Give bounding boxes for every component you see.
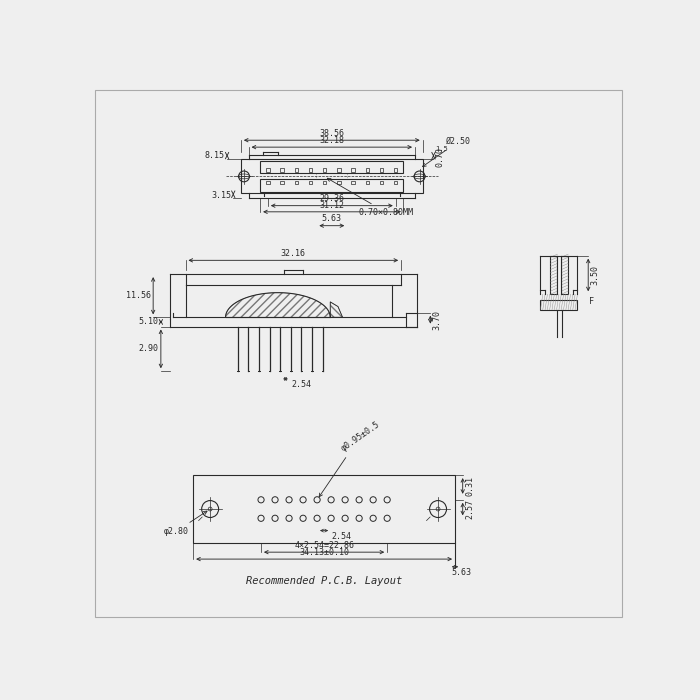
Bar xyxy=(309,168,312,172)
Bar xyxy=(550,256,557,294)
Text: 0.70: 0.70 xyxy=(435,147,444,167)
Bar xyxy=(295,181,298,185)
Bar xyxy=(266,168,270,172)
Bar xyxy=(260,161,403,174)
Bar xyxy=(241,160,423,193)
Text: φ0.95±0.5: φ0.95±0.5 xyxy=(319,419,382,497)
Text: 31.12: 31.12 xyxy=(319,200,344,209)
Text: 0.31: 0.31 xyxy=(465,476,474,496)
Text: F: F xyxy=(589,297,594,305)
Bar xyxy=(323,181,326,185)
Text: 3.70: 3.70 xyxy=(433,309,442,330)
Bar xyxy=(365,168,369,172)
Text: 2.57: 2.57 xyxy=(465,499,474,519)
Text: φ2.80: φ2.80 xyxy=(164,511,207,536)
Text: 3.15: 3.15 xyxy=(211,191,231,200)
Text: 34.13±0.10: 34.13±0.10 xyxy=(299,548,349,556)
Text: 11.56: 11.56 xyxy=(126,291,151,300)
Text: Recommended P.C.B. Layout: Recommended P.C.B. Layout xyxy=(246,576,402,586)
Bar xyxy=(365,181,369,185)
Bar xyxy=(337,168,341,172)
Bar xyxy=(351,181,355,185)
Text: 32.16: 32.16 xyxy=(281,249,306,258)
Bar xyxy=(557,256,561,294)
Text: 4×2.54=22.86: 4×2.54=22.86 xyxy=(294,541,354,550)
Bar xyxy=(561,256,568,294)
Bar xyxy=(193,475,455,543)
Bar xyxy=(380,181,383,185)
Bar xyxy=(394,168,398,172)
Bar xyxy=(323,168,326,172)
Text: 8.15: 8.15 xyxy=(205,151,225,160)
Bar xyxy=(394,181,398,185)
Bar xyxy=(295,168,298,172)
Bar xyxy=(266,181,270,185)
Bar xyxy=(380,168,383,172)
Bar xyxy=(260,179,403,192)
Text: Ø2.50: Ø2.50 xyxy=(423,137,471,167)
Text: 2.54: 2.54 xyxy=(332,532,352,541)
Text: 32.18: 32.18 xyxy=(319,136,344,145)
Bar xyxy=(281,181,284,185)
Bar xyxy=(351,168,355,172)
Text: 3.50: 3.50 xyxy=(591,265,599,285)
Text: 5.63: 5.63 xyxy=(322,214,342,223)
Bar xyxy=(309,181,312,185)
Text: 2.54: 2.54 xyxy=(292,379,312,389)
Bar xyxy=(337,181,341,185)
Text: 5.10: 5.10 xyxy=(139,317,158,326)
Text: 38.56: 38.56 xyxy=(319,129,344,138)
Bar xyxy=(281,168,284,172)
Text: 2.90: 2.90 xyxy=(139,344,158,354)
Text: 5.63: 5.63 xyxy=(452,568,471,578)
Text: 29.36: 29.36 xyxy=(319,195,344,203)
Text: 1.5: 1.5 xyxy=(435,146,448,152)
Bar xyxy=(540,300,577,309)
Text: 0.70×0.80MM: 0.70×0.80MM xyxy=(328,178,414,217)
